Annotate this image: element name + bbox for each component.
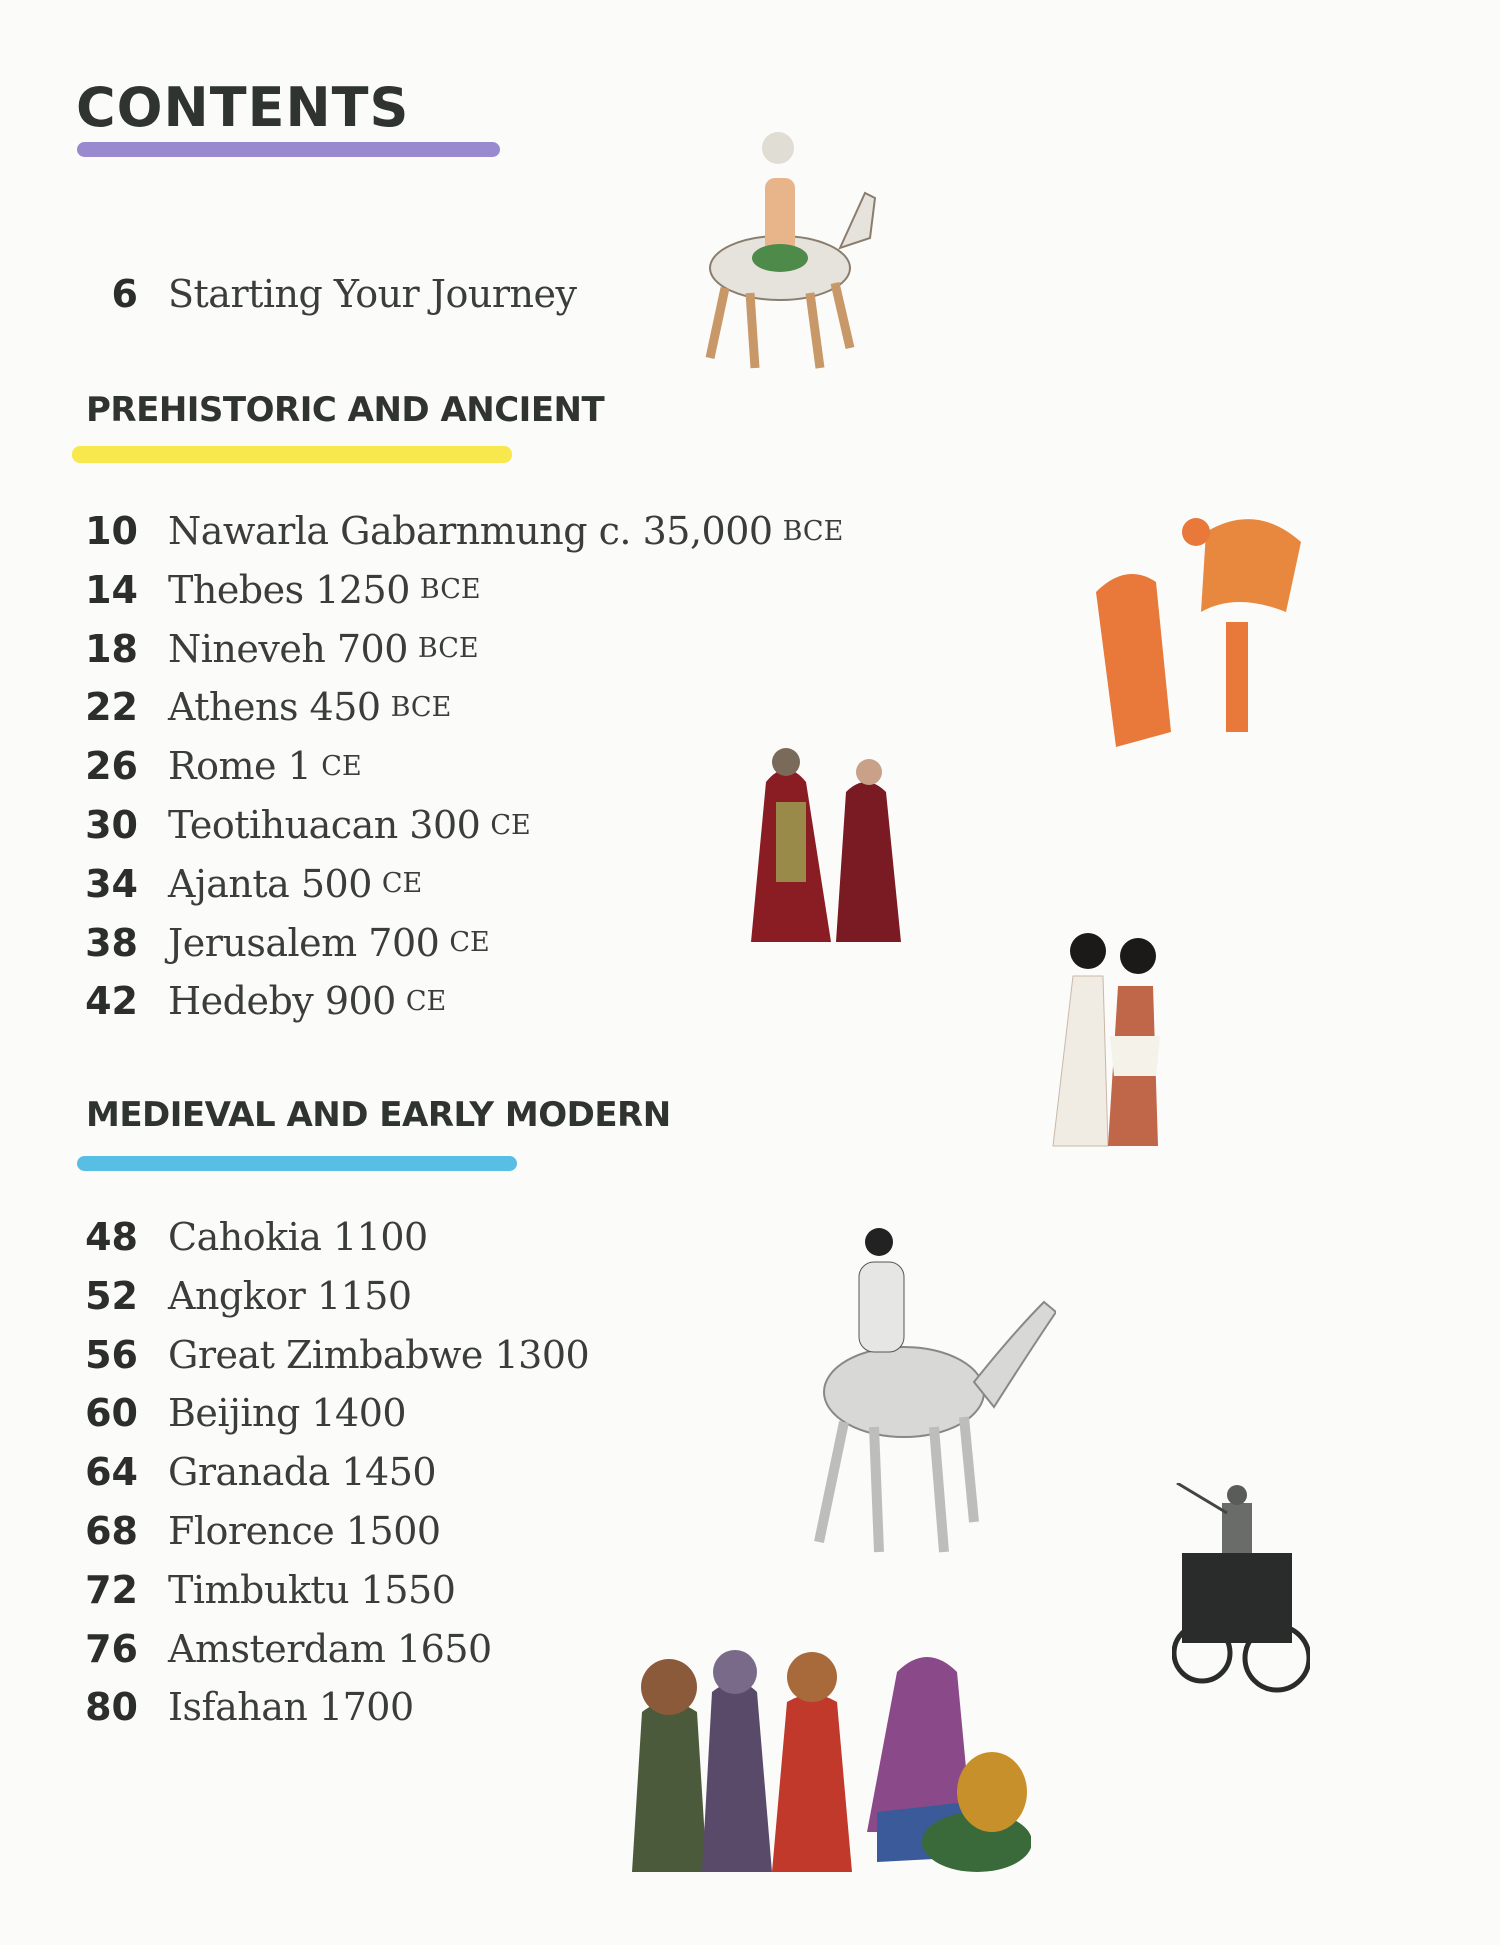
toc-entry[interactable]: 22 Athens 450 BCE: [60, 682, 451, 732]
page-number: 30: [85, 803, 138, 847]
toc-entry-intro[interactable]: 6 Starting Your Journey: [60, 269, 577, 319]
era-label: CE: [405, 985, 447, 1017]
page-number: 76: [85, 1626, 138, 1671]
entry-label: Starting Your Journey: [168, 272, 577, 316]
page-number: 42: [85, 979, 138, 1024]
page-number: 34: [85, 861, 138, 906]
seated-men-illustration: [632, 1650, 1031, 1872]
entry-label: Great Zimbabwe 1300: [168, 1332, 590, 1377]
entry-label: Teotihuacan 300: [168, 803, 481, 847]
page-number: 52: [85, 1273, 138, 1318]
toc-entry[interactable]: 34 Ajanta 500 CE: [60, 859, 422, 909]
toc-entry[interactable]: 38 Jerusalem 700 CE: [60, 918, 490, 968]
roman-soldiers-illustration: [751, 748, 901, 942]
page-number: 56: [85, 1332, 138, 1377]
page-number: 48: [85, 1215, 138, 1259]
era-label: CE: [490, 809, 531, 841]
entry-label: Granada 1450: [168, 1450, 437, 1495]
toc-entry[interactable]: 68 Florence 1500: [60, 1506, 441, 1556]
entry-label: Isfahan 1700: [168, 1685, 414, 1730]
entry-label: Timbuktu 1550: [168, 1567, 456, 1612]
entry-label: Thebes 1250: [168, 567, 410, 612]
toc-entry[interactable]: 48 Cahokia 1100: [60, 1212, 428, 1262]
toc-entry[interactable]: 18 Nineveh 700 BCE: [60, 624, 479, 674]
title-underline: [77, 142, 500, 157]
page-number: 6: [111, 272, 138, 316]
era-label: BCE: [390, 691, 452, 723]
section-underline-ancient: [72, 446, 512, 463]
page-number: 64: [85, 1450, 138, 1495]
camel-rider-illustration: [814, 1228, 1056, 1553]
egyptian-figures-illustration: [1052, 933, 1160, 1147]
page-number: 80: [85, 1685, 138, 1730]
toc-entry[interactable]: 72 Timbuktu 1550: [60, 1565, 456, 1615]
entry-label: Angkor 1150: [168, 1273, 412, 1318]
entry-label: Jerusalem 700: [168, 920, 440, 965]
carriage-illustration: [1172, 1483, 1310, 1693]
toc-entry[interactable]: 52 Angkor 1150: [60, 1271, 412, 1321]
page-number: 22: [85, 685, 138, 730]
era-label: CE: [381, 868, 423, 900]
page-number: 10: [85, 509, 138, 553]
entry-label: Florence 1500: [168, 1509, 441, 1553]
entry-label: Beijing 1400: [168, 1391, 407, 1436]
toc-entry[interactable]: 60 Beijing 1400: [60, 1388, 406, 1438]
entry-label: Nineveh 700: [168, 626, 408, 671]
era-label: CE: [449, 927, 490, 959]
entry-label: Athens 450: [168, 685, 381, 730]
toc-entry[interactable]: 64 Granada 1450: [60, 1447, 436, 1497]
toc-entry[interactable]: 26 Rome 1 CE: [60, 741, 362, 791]
page-title: CONTENTS: [76, 76, 410, 139]
toc-entry[interactable]: 10 Nawarla Gabarnmung c. 35,000 BCE: [60, 506, 843, 556]
section-underline-medieval: [77, 1156, 517, 1171]
page-number: 38: [85, 920, 138, 965]
sphinx-vase-illustration: [1096, 518, 1301, 747]
era-label: BCE: [782, 515, 844, 547]
toc-entry[interactable]: 30 Teotihuacan 300 CE: [60, 800, 531, 850]
entry-label: Amsterdam 1650: [168, 1626, 492, 1671]
toc-entry[interactable]: 14 Thebes 1250 BCE: [60, 565, 481, 615]
entry-label: Hedeby 900: [168, 979, 396, 1024]
toc-entry[interactable]: 56 Great Zimbabwe 1300: [60, 1330, 590, 1380]
era-label: CE: [321, 750, 362, 782]
toc-entry[interactable]: 80 Isfahan 1700: [60, 1682, 414, 1732]
page-number: 60: [85, 1391, 138, 1436]
era-label: BCE: [419, 574, 481, 606]
era-label: BCE: [417, 633, 479, 665]
section-heading-medieval: MEDIEVAL AND EARLY MODERN: [86, 1095, 671, 1135]
page-number: 18: [85, 626, 138, 671]
page-number: 14: [85, 567, 138, 612]
toc-entry[interactable]: 42 Hedeby 900 CE: [60, 976, 446, 1026]
page-number: 72: [85, 1567, 138, 1612]
page-number: 26: [85, 744, 138, 789]
toc-entry[interactable]: 76 Amsterdam 1650: [60, 1624, 492, 1674]
entry-label: Cahokia 1100: [168, 1215, 428, 1259]
entry-label: Nawarla Gabarnmung c. 35,000: [168, 509, 773, 553]
horseman-illustration: [705, 132, 876, 369]
entry-label: Rome 1: [168, 744, 312, 789]
page-number: 68: [85, 1509, 138, 1553]
section-heading-ancient: PREHISTORIC AND ANCIENT: [86, 390, 605, 430]
entry-label: Ajanta 500: [168, 861, 372, 906]
